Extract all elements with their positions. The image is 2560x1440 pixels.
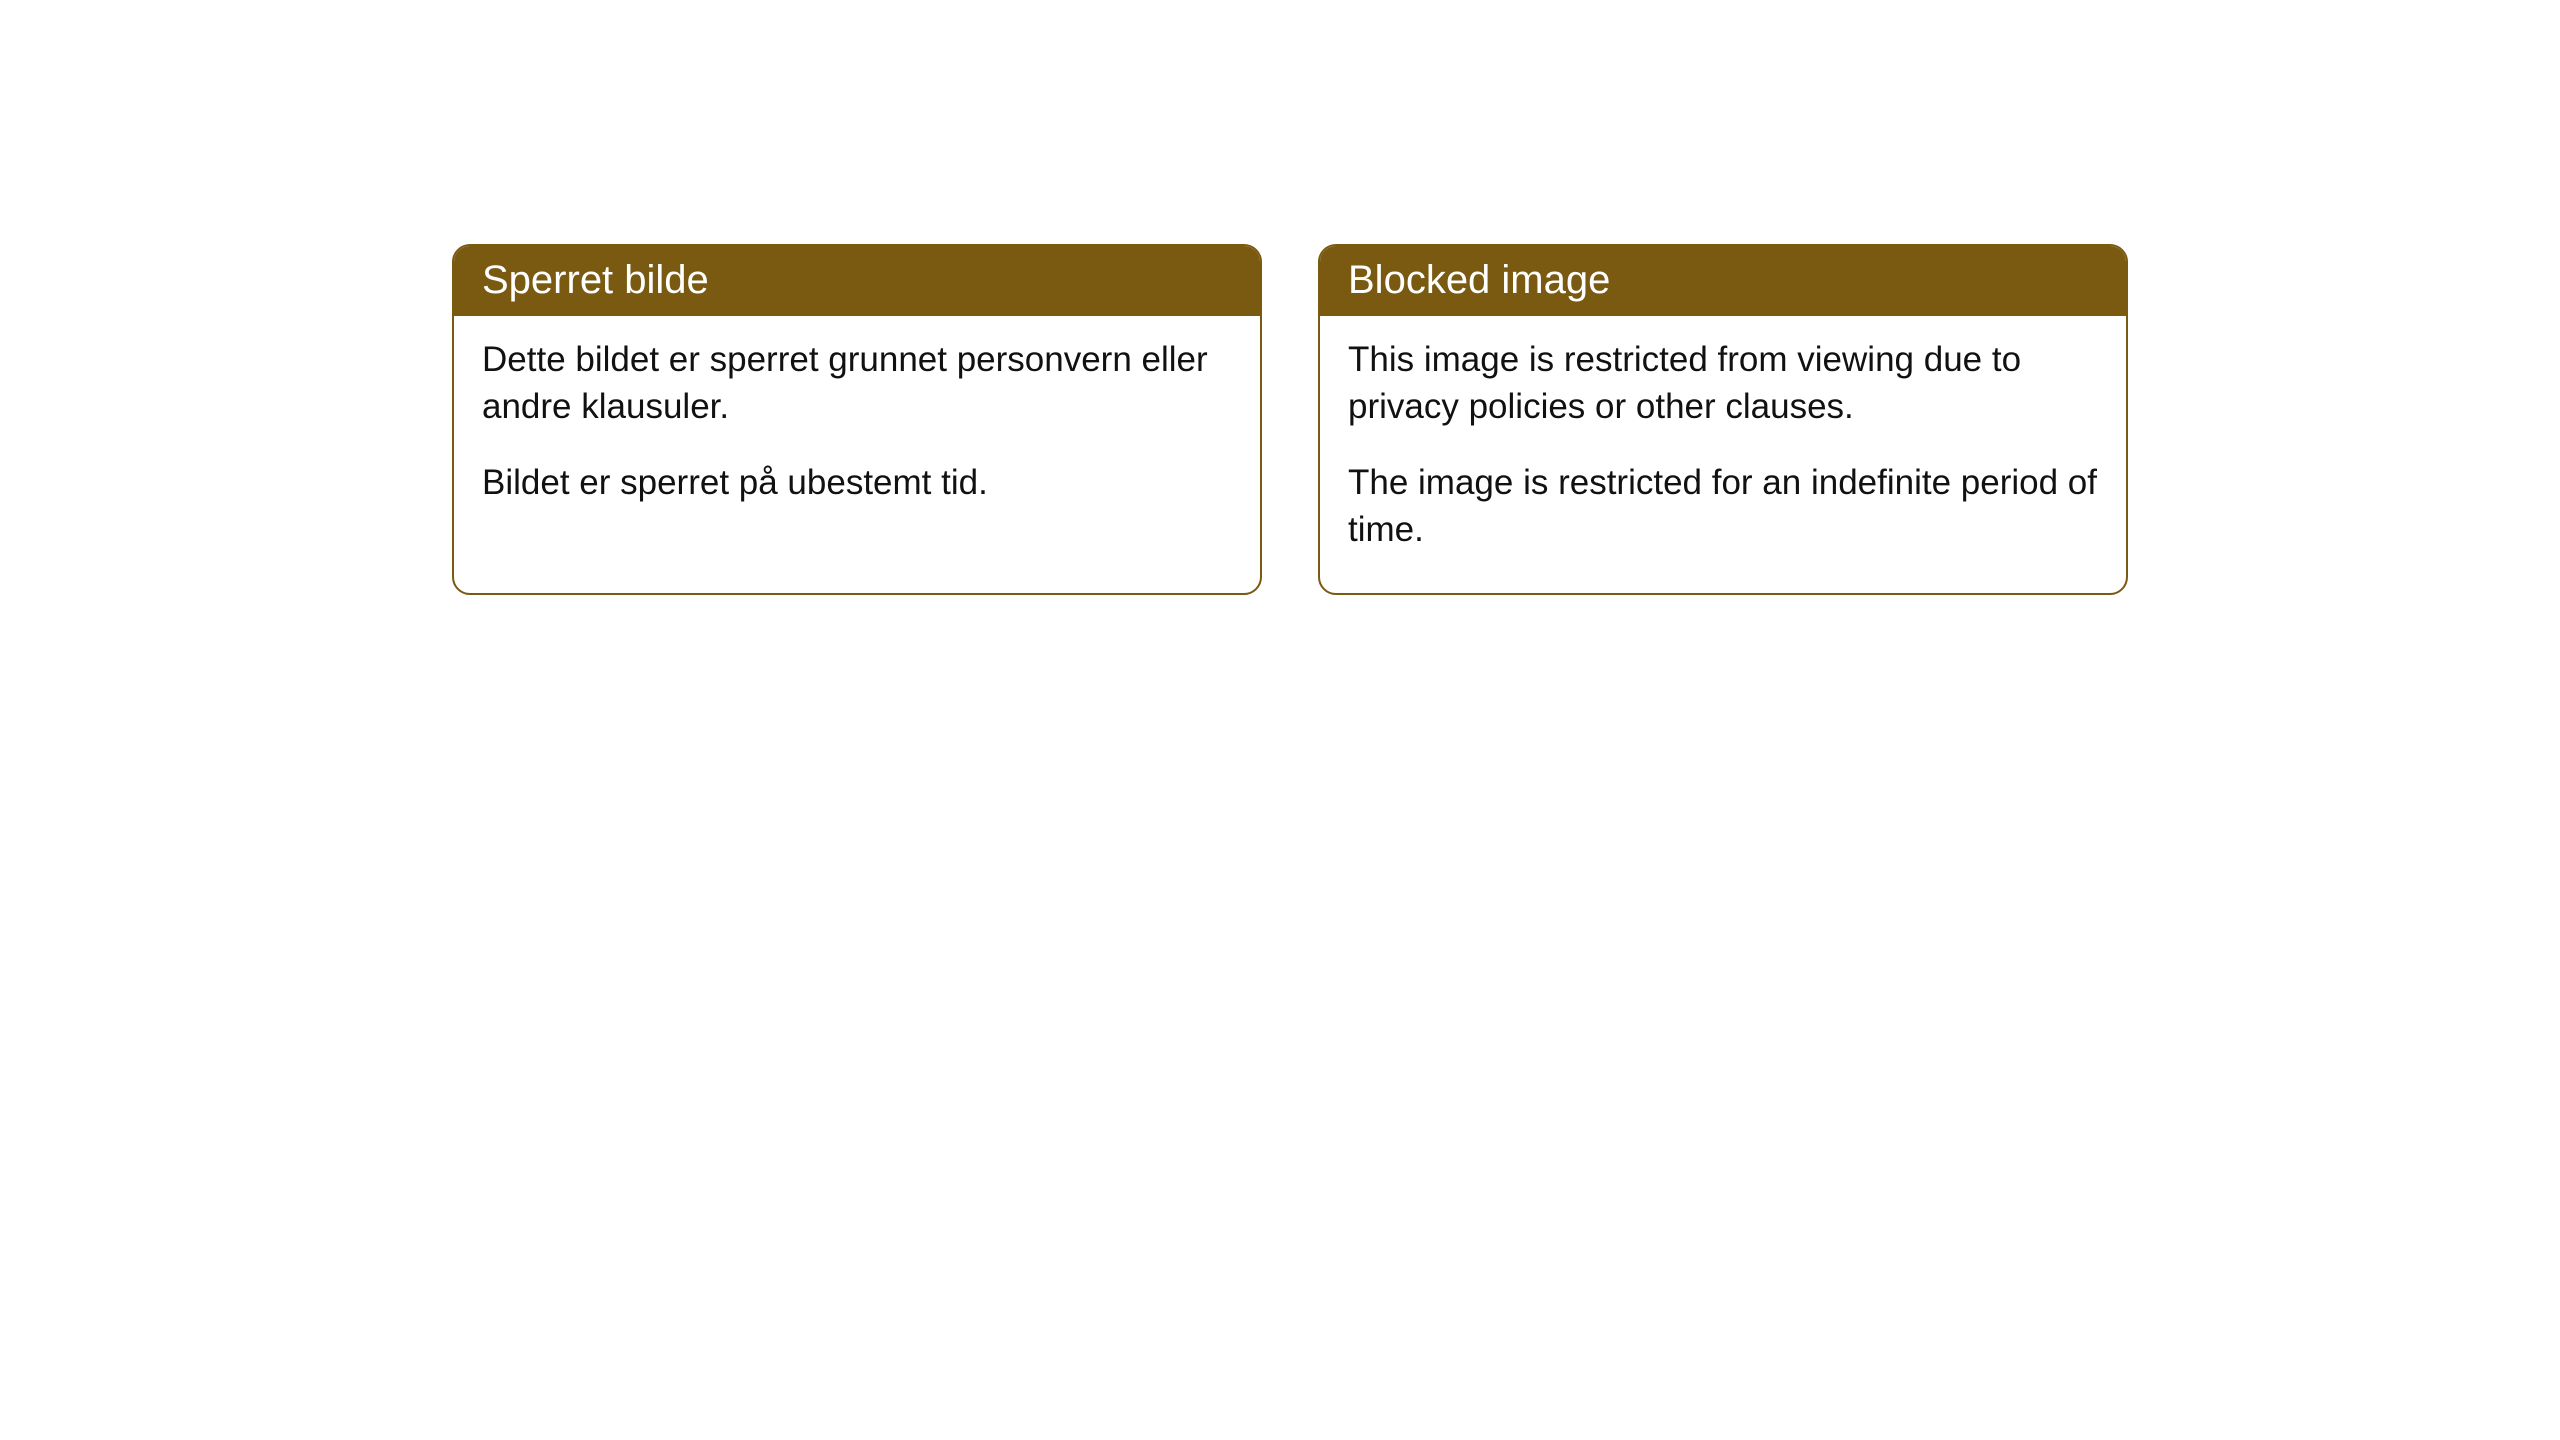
card-header: Sperret bilde xyxy=(454,246,1260,316)
notice-card-norwegian: Sperret bilde Dette bildet er sperret gr… xyxy=(452,244,1262,595)
card-body: Dette bildet er sperret grunnet personve… xyxy=(454,316,1260,546)
card-paragraph: Bildet er sperret på ubestemt tid. xyxy=(482,459,1232,506)
card-title: Blocked image xyxy=(1348,258,1610,302)
card-paragraph: Dette bildet er sperret grunnet personve… xyxy=(482,336,1232,431)
notice-card-english: Blocked image This image is restricted f… xyxy=(1318,244,2128,595)
card-paragraph: This image is restricted from viewing du… xyxy=(1348,336,2098,431)
notice-container: Sperret bilde Dette bildet er sperret gr… xyxy=(0,0,2560,595)
card-header: Blocked image xyxy=(1320,246,2126,316)
card-body: This image is restricted from viewing du… xyxy=(1320,316,2126,593)
card-title: Sperret bilde xyxy=(482,258,709,302)
card-paragraph: The image is restricted for an indefinit… xyxy=(1348,459,2098,554)
